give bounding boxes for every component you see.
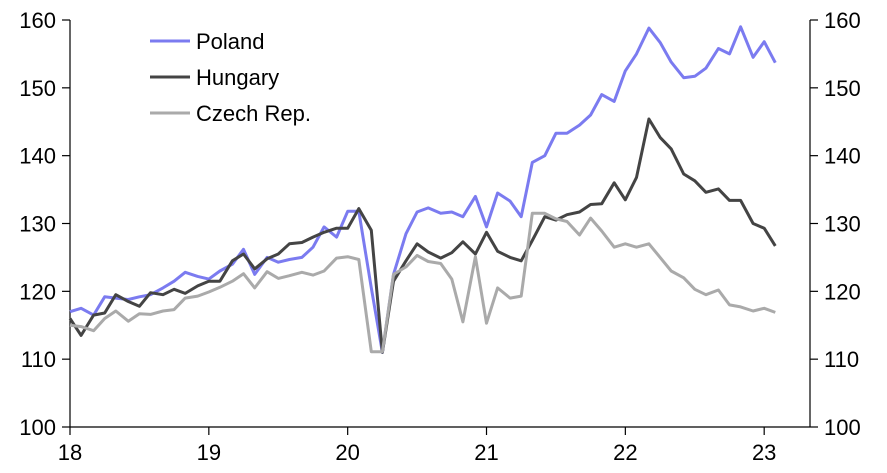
y-tick-label-left: 150 (19, 76, 56, 101)
y-tick-label-left: 120 (19, 279, 56, 304)
legend: Poland Hungary Czech Rep. (150, 29, 311, 126)
y-tick-label-right: 150 (824, 76, 861, 101)
y-tick-label-right: 110 (824, 347, 859, 372)
series-line-czech-rep (69, 211, 776, 354)
x-tick-label: 23 (752, 440, 776, 465)
x-tick-label: 20 (335, 440, 359, 465)
y-tick-label-right: 100 (824, 415, 861, 440)
y-tick-label-right: 160 (824, 8, 861, 33)
axes: 100 100 110 110 120 120 130 130 140 140 150 150 160 1… (19, 8, 860, 465)
y-tick-label-right: 120 (824, 279, 861, 304)
y-tick-label-left: 100 (19, 415, 56, 440)
legend-label-poland: Poland (196, 29, 265, 54)
series-line-hungary (68, 117, 777, 354)
y-tick-label-right: 140 (824, 144, 861, 169)
y-tick-label-left: 110 (21, 347, 56, 372)
series-lines (68, 25, 777, 354)
legend-label-hungary: Hungary (196, 65, 279, 90)
legend-label-czech-rep: Czech Rep. (196, 101, 311, 126)
x-tick-label: 22 (613, 440, 637, 465)
y-tick-label-right: 130 (824, 212, 861, 237)
y-tick-label-left: 160 (19, 8, 56, 33)
y-tick-label-left: 130 (19, 212, 56, 237)
y-tick-label-left: 140 (19, 144, 56, 169)
x-tick-label: 19 (197, 440, 221, 465)
x-tick-label: 21 (474, 440, 498, 465)
x-tick-label: 18 (58, 440, 82, 465)
series-line-poland (69, 25, 777, 354)
